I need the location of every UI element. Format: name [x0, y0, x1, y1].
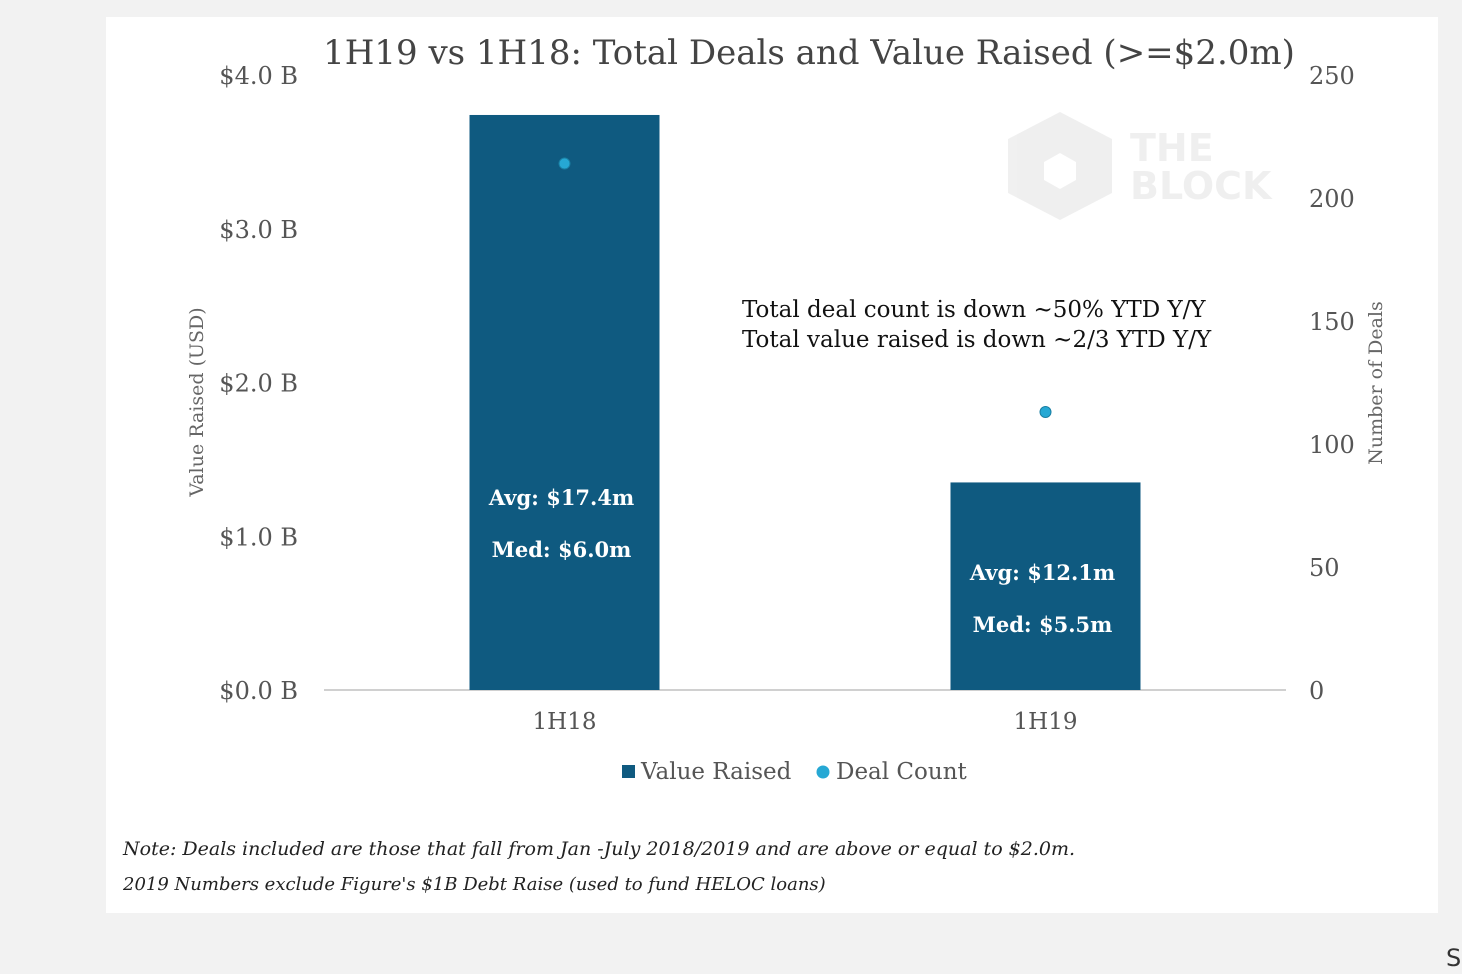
bar-1H18: [469, 114, 660, 691]
y2-tick-label: 100: [1309, 431, 1355, 459]
bar-label-med: Med: $5.5m: [973, 612, 1113, 637]
note-line-2: 2019 Numbers exclude Figure's $1B Debt R…: [122, 874, 826, 895]
watermark-word-2: BLOCK: [1130, 164, 1273, 208]
left-axis-ticks: $0.0 B $1.0 B $2.0 B $3.0 B $4.0 B: [219, 62, 298, 705]
category-labels: 1H18 1H19: [533, 709, 1078, 735]
right-axis-ticks: 0 50 100 150 200 250: [1309, 62, 1355, 705]
edge-text-fragment: S: [1446, 944, 1462, 972]
y-tick-label: $1.0 B: [219, 523, 298, 551]
bar-label-avg: Avg: $12.1m: [969, 560, 1115, 585]
legend-label-value-raised: Value Raised: [640, 759, 792, 785]
y-tick-label: $0.0 B: [219, 677, 298, 705]
annotation-value-raised: Total value raised is down ~2/3 YTD Y/Y: [742, 327, 1212, 353]
y2-tick-label: 0: [1309, 677, 1324, 705]
x-tick-label: 1H19: [1014, 709, 1078, 735]
x-tick-label: 1H18: [533, 709, 597, 735]
bars: [469, 114, 1141, 691]
y-axis-label: Value Raised (USD): [186, 307, 208, 497]
legend-swatch-value-raised: [622, 765, 635, 778]
annotation-deal-count: Total deal count is down ~50% YTD Y/Y: [742, 297, 1206, 323]
y2-tick-label: 200: [1309, 185, 1355, 213]
y2-tick-label: 250: [1309, 62, 1355, 90]
legend: Value Raised Deal Count: [622, 759, 968, 785]
chart-svg: THE BLOCK 1H19 vs 1H18: Total Deals and …: [122, 33, 1387, 895]
watermark-logo: THE BLOCK: [1008, 112, 1273, 220]
deal-count-point-1H19: [1039, 406, 1052, 419]
deal-count-points: [558, 157, 1052, 419]
bar-label-med: Med: $6.0m: [492, 537, 632, 562]
note-line-1: Note: Deals included are those that fall…: [122, 838, 1075, 860]
bar-1H19: [950, 482, 1141, 690]
y-tick-label: $3.0 B: [219, 216, 298, 244]
y-tick-label: $4.0 B: [219, 62, 298, 90]
y-tick-label: $2.0 B: [219, 370, 298, 398]
deal-count-point-1H18: [558, 157, 571, 170]
chart-title: 1H19 vs 1H18: Total Deals and Value Rais…: [323, 33, 1295, 73]
bar-label-avg: Avg: $17.4m: [488, 485, 634, 510]
y2-tick-label: 150: [1309, 308, 1355, 336]
chart-card: THE BLOCK 1H19 vs 1H18: Total Deals and …: [106, 17, 1438, 913]
y2-axis-label: Number of Deals: [1365, 301, 1387, 465]
legend-swatch-deal-count: [816, 765, 830, 779]
legend-label-deal-count: Deal Count: [836, 759, 968, 785]
bar-labels: Avg: $17.4m Med: $6.0m Avg: $12.1m Med: $5.…: [488, 485, 1115, 637]
y2-tick-label: 50: [1309, 554, 1340, 582]
watermark-word-1: THE: [1130, 126, 1214, 170]
